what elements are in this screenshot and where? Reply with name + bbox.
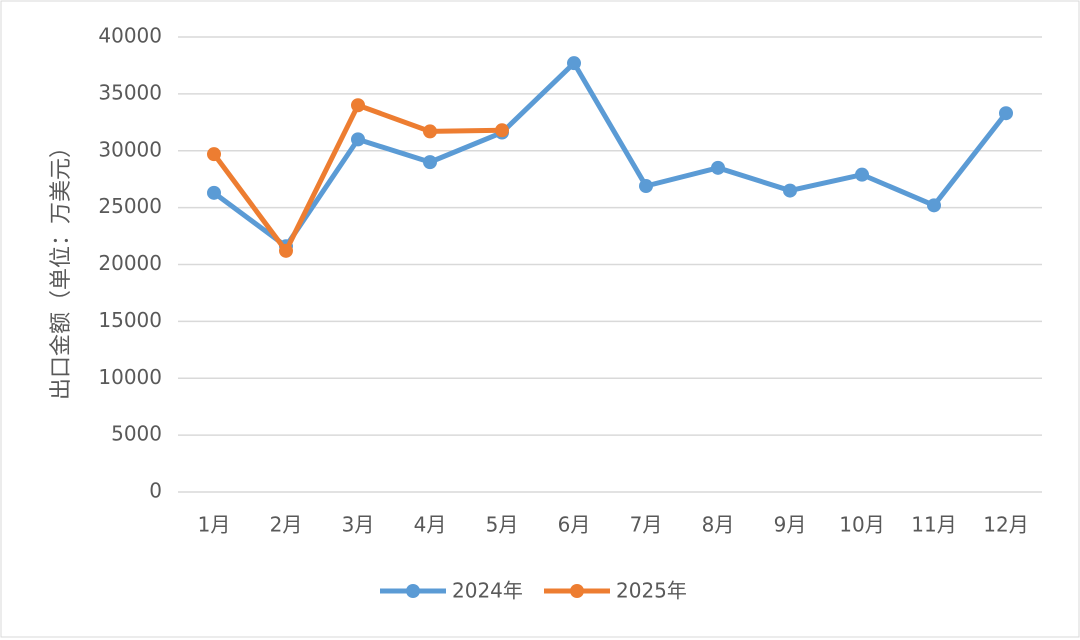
y-tick-label: 20000 [98, 251, 162, 275]
x-tick-label: 1月 [198, 513, 231, 537]
y-tick-label: 30000 [98, 137, 162, 161]
y-axis-label: 出口金额（单位：万美元） [49, 136, 74, 400]
x-tick-label: 10月 [839, 513, 884, 537]
x-tick-label: 7月 [630, 513, 663, 537]
y-tick-label: 5000 [111, 422, 162, 446]
y-tick-label: 40000 [98, 24, 162, 48]
y-tick-label: 35000 [98, 80, 162, 104]
data-point [423, 124, 437, 139]
data-point [639, 179, 653, 194]
x-tick-label: 8月 [702, 513, 735, 537]
y-tick-label: 0 [149, 479, 162, 503]
data-point [927, 198, 941, 213]
data-point [567, 56, 581, 71]
x-tick-label: 5月 [486, 513, 519, 537]
data-point [783, 183, 797, 198]
y-tick-label: 10000 [98, 365, 162, 389]
legend-marker [406, 584, 420, 598]
x-tick-label: 2月 [270, 513, 303, 537]
x-tick-label: 12月 [983, 513, 1028, 537]
series-line [212, 60, 1008, 249]
y-tick-label: 15000 [98, 308, 162, 332]
x-tick-label: 4月 [414, 513, 447, 537]
data-point [279, 243, 293, 258]
legend-marker [570, 584, 584, 598]
data-point [351, 132, 365, 147]
data-point [207, 185, 221, 200]
data-point [855, 167, 869, 182]
x-tick-label: 3月 [342, 513, 375, 537]
data-point [495, 123, 509, 138]
data-point [423, 155, 437, 170]
data-point [711, 160, 725, 175]
x-tick-label: 6月 [558, 513, 591, 537]
legend-label: 2024年 [452, 579, 523, 603]
x-tick-label: 9月 [774, 513, 807, 537]
y-tick-label: 25000 [98, 194, 162, 218]
data-point [207, 147, 221, 162]
data-point [351, 98, 365, 113]
x-tick-label: 11月 [911, 513, 956, 537]
legend-label: 2025年 [616, 579, 687, 603]
data-point [999, 106, 1013, 121]
